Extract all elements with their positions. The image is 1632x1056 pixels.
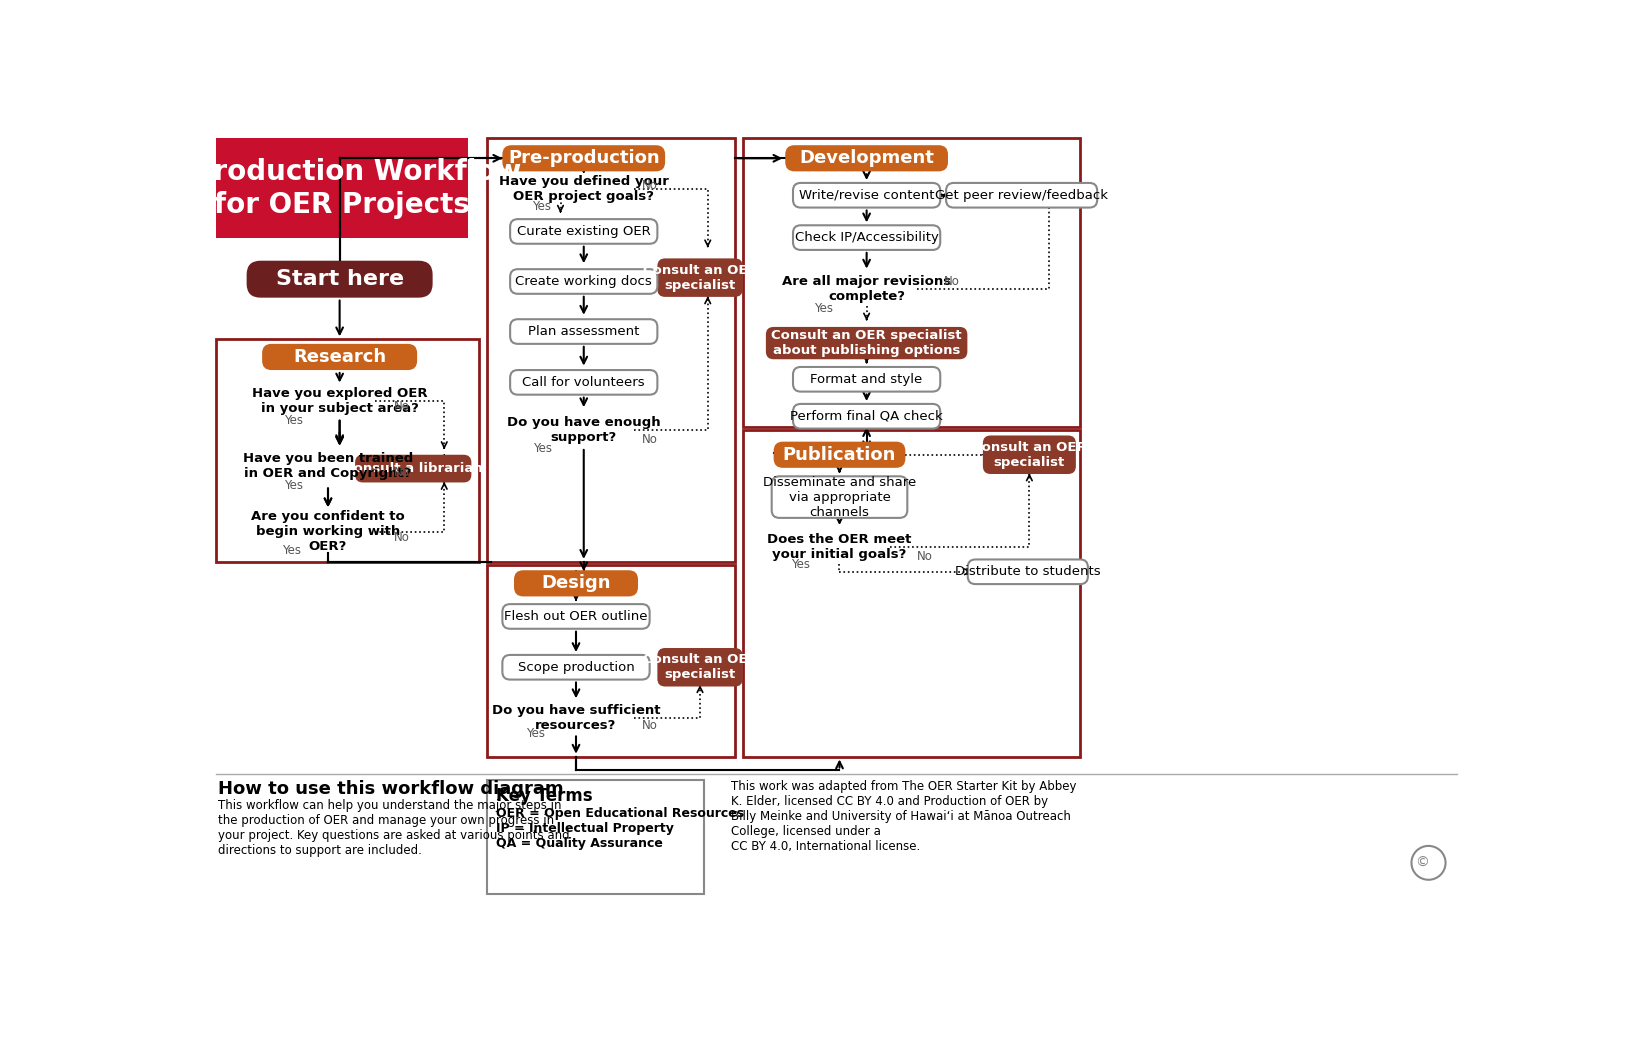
Bar [215, 138, 467, 239]
Text: Scope production: Scope production [517, 661, 635, 674]
FancyBboxPatch shape [514, 570, 638, 597]
FancyBboxPatch shape [658, 259, 743, 297]
Text: No: No [393, 531, 410, 545]
FancyBboxPatch shape [772, 476, 907, 517]
Text: Yes: Yes [532, 200, 550, 212]
Text: Consult an OER
specialist: Consult an OER specialist [973, 440, 1087, 469]
FancyBboxPatch shape [511, 220, 658, 244]
Text: Consult an OER
specialist: Consult an OER specialist [643, 264, 757, 291]
Text: Disseminate and share
via appropriate
channels: Disseminate and share via appropriate ch… [762, 475, 916, 518]
FancyBboxPatch shape [658, 648, 743, 686]
Text: No: No [641, 178, 658, 192]
Text: Start here: Start here [276, 269, 403, 289]
Text: Create working docs: Create working docs [516, 275, 653, 288]
Text: Publication: Publication [783, 446, 896, 464]
Text: No: No [641, 433, 658, 446]
Text: Curate existing OER: Curate existing OER [517, 225, 651, 238]
Text: Pre-production: Pre-production [508, 149, 659, 167]
Bar [215, 339, 480, 562]
FancyBboxPatch shape [511, 269, 658, 294]
Text: Consult an OER specialist
about publishing options: Consult an OER specialist about publishi… [772, 329, 961, 357]
Text: Have you explored OER
in your subject area?: Have you explored OER in your subject ar… [251, 386, 428, 415]
Bar [743, 430, 1080, 756]
Text: Are you confident to
begin working with
OER?: Are you confident to begin working with … [251, 510, 405, 553]
Text: How to use this workflow diagram: How to use this workflow diagram [219, 780, 563, 798]
FancyBboxPatch shape [356, 455, 472, 483]
Text: Distribute to students: Distribute to students [955, 565, 1100, 579]
Text: No: No [917, 550, 932, 563]
Text: OER = Open Educational Resources
IP = Intellectual Property
QA = Quality Assuran: OER = Open Educational Resources IP = In… [496, 808, 744, 850]
Text: ©: © [1415, 855, 1430, 870]
Text: Get peer review/feedback: Get peer review/feedback [935, 189, 1108, 202]
Text: Yes: Yes [526, 727, 545, 740]
FancyBboxPatch shape [785, 146, 948, 171]
Text: Plan assessment: Plan assessment [529, 325, 640, 338]
Bar [486, 565, 734, 756]
Text: Do you have sufficient
resources?: Do you have sufficient resources? [491, 704, 661, 732]
Bar [486, 138, 734, 562]
Text: Research: Research [294, 347, 387, 366]
Text: This work was adapted from The OER Starter Kit by Abbey
K. Elder, licensed CC BY: This work was adapted from The OER Start… [731, 780, 1077, 853]
FancyBboxPatch shape [511, 370, 658, 395]
FancyBboxPatch shape [793, 183, 940, 208]
FancyBboxPatch shape [968, 560, 1089, 584]
FancyBboxPatch shape [774, 441, 906, 468]
Text: Design: Design [542, 574, 610, 592]
Text: Call for volunteers: Call for volunteers [522, 376, 645, 389]
Text: Consult a librarian: Consult a librarian [344, 463, 483, 475]
Text: Perform final QA check: Perform final QA check [790, 410, 943, 422]
FancyBboxPatch shape [793, 225, 940, 250]
Text: Check IP/Accessibility: Check IP/Accessibility [795, 231, 938, 244]
Bar [486, 779, 703, 893]
Text: Yes: Yes [284, 414, 302, 428]
FancyBboxPatch shape [793, 367, 940, 392]
Text: Yes: Yes [534, 442, 552, 455]
Text: Write/revise content: Write/revise content [800, 189, 935, 202]
Text: Yes: Yes [814, 302, 834, 315]
FancyBboxPatch shape [503, 604, 650, 628]
Text: Yes: Yes [284, 479, 302, 492]
Text: No: No [641, 719, 658, 732]
Text: Yes: Yes [792, 558, 809, 570]
Text: Are all major revisions
complete?: Are all major revisions complete? [782, 276, 951, 303]
FancyBboxPatch shape [503, 655, 650, 680]
FancyBboxPatch shape [263, 344, 418, 370]
Text: A Production Workflow
for OER Projects: A Production Workflow for OER Projects [162, 158, 521, 219]
Text: Have you been trained
in OER and Copyright?: Have you been trained in OER and Copyrig… [243, 452, 413, 480]
FancyBboxPatch shape [793, 404, 940, 429]
FancyBboxPatch shape [947, 183, 1097, 208]
Text: No: No [943, 275, 960, 288]
Text: Do you have enough
support?: Do you have enough support? [508, 416, 661, 445]
FancyBboxPatch shape [503, 146, 666, 171]
Text: Flesh out OER outline: Flesh out OER outline [504, 610, 648, 623]
Text: Format and style: Format and style [811, 373, 922, 385]
Text: Consult an OER
specialist: Consult an OER specialist [643, 654, 757, 681]
Text: Development: Development [800, 149, 934, 167]
FancyBboxPatch shape [511, 319, 658, 344]
Text: Key Terms: Key Terms [496, 788, 592, 806]
Text: No: No [393, 466, 410, 479]
Text: Have you defined your
OER project goals?: Have you defined your OER project goals? [499, 175, 669, 203]
Text: Yes: Yes [282, 545, 300, 558]
Text: Does the OER meet
your initial goals?: Does the OER meet your initial goals? [767, 533, 912, 561]
Text: This workflow can help you understand the major steps in
the production of OER a: This workflow can help you understand th… [219, 799, 570, 856]
Bar [743, 138, 1080, 427]
Text: No: No [393, 400, 410, 414]
FancyBboxPatch shape [246, 261, 432, 298]
FancyBboxPatch shape [982, 435, 1075, 474]
FancyBboxPatch shape [765, 327, 968, 359]
